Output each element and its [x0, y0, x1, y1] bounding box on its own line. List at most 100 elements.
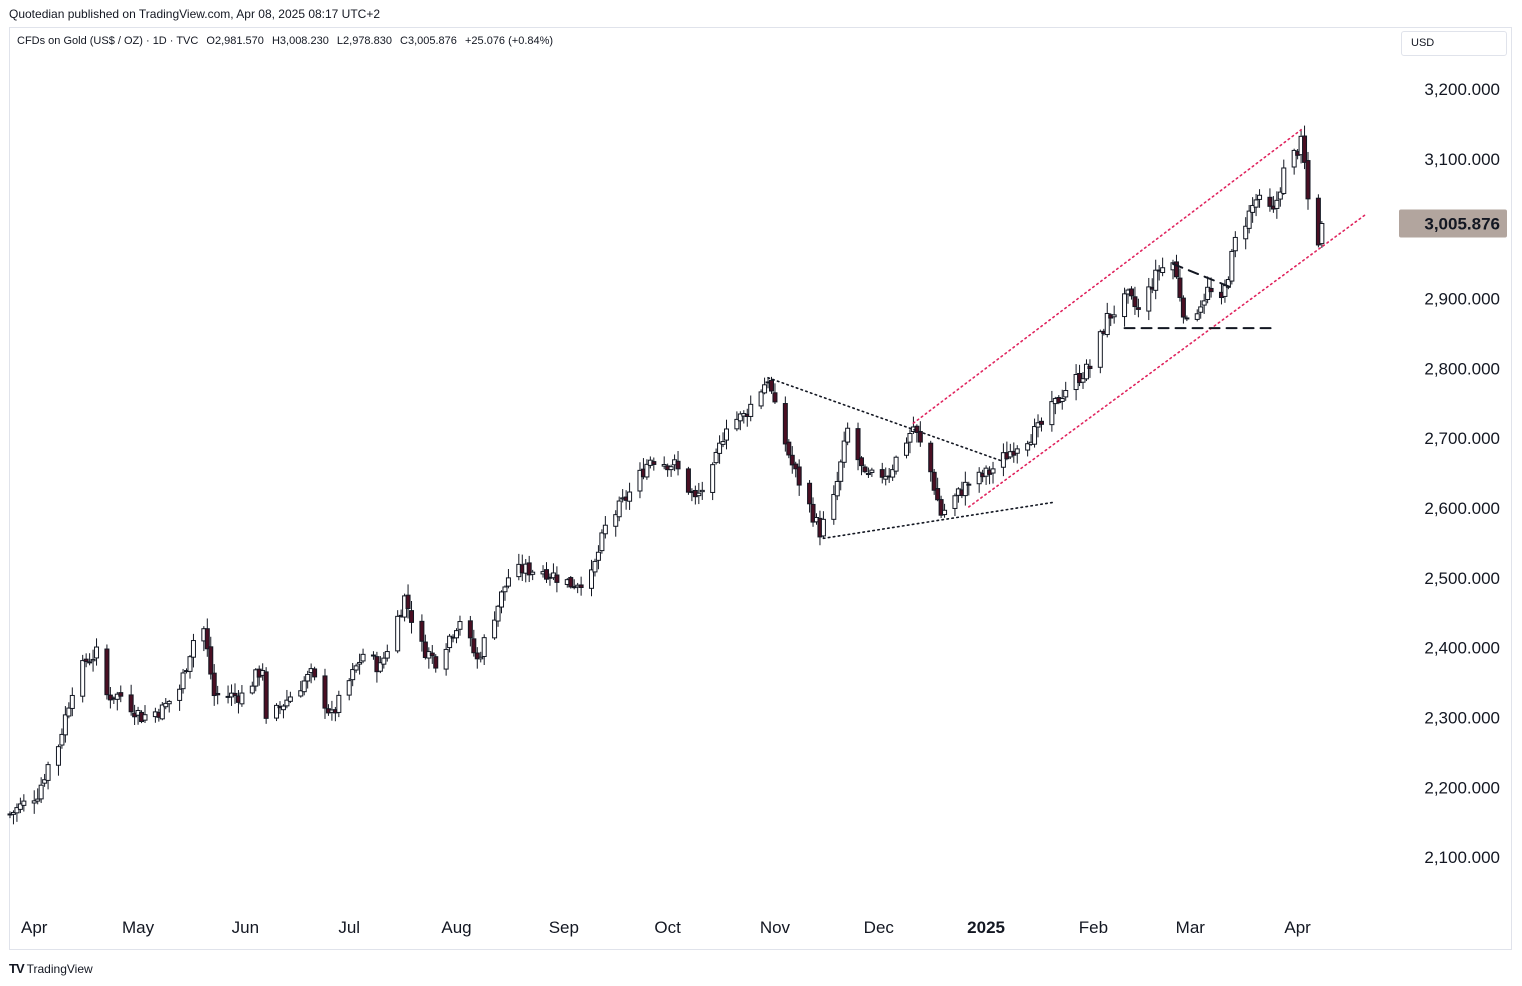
candle-body-down — [578, 584, 584, 588]
candle-body-down — [810, 503, 816, 523]
candle-body-down — [204, 628, 210, 650]
candle-body-up — [1153, 269, 1159, 291]
candle — [661, 456, 667, 470]
candle-body-up — [1035, 422, 1041, 428]
candle — [1104, 302, 1110, 338]
candle — [21, 794, 27, 812]
candle — [1315, 194, 1321, 248]
candle-body-up — [1097, 331, 1103, 368]
time-tick-label: May — [122, 918, 155, 937]
candle-body-down — [685, 468, 691, 493]
candle-body-up — [35, 798, 41, 802]
candle — [616, 496, 622, 522]
candle-body-down — [554, 574, 560, 583]
candle-body-up — [1257, 194, 1263, 200]
candle-body-down — [263, 671, 269, 719]
candle-body-up — [1198, 306, 1204, 313]
candle-body-up — [346, 680, 352, 696]
candle-body-up — [14, 807, 20, 814]
candle — [990, 461, 996, 484]
candle-body-up — [869, 469, 875, 473]
candle — [734, 411, 740, 432]
candle-body-up — [94, 646, 100, 659]
candle — [59, 728, 65, 749]
candle — [966, 481, 972, 496]
candle — [599, 529, 605, 554]
candle — [1208, 277, 1214, 298]
candle-body-up — [710, 464, 716, 493]
candle-body-down — [322, 675, 328, 709]
candle-body-up — [737, 413, 743, 422]
time-tick-label: Feb — [1079, 918, 1108, 937]
candle — [499, 590, 505, 614]
candle — [644, 459, 650, 480]
candle-body-down — [935, 488, 941, 501]
candle-body-up — [976, 471, 982, 485]
candle — [820, 511, 826, 539]
candle-body-up — [1274, 199, 1280, 209]
dashed-trend-line[interactable] — [1172, 262, 1237, 291]
candle — [1077, 364, 1083, 387]
candle-body-up — [990, 468, 996, 474]
candle-body-up — [253, 669, 259, 687]
candle — [114, 691, 120, 711]
dotted-trend-line[interactable] — [912, 129, 1302, 424]
candle — [685, 466, 691, 495]
candle-body-up — [762, 384, 768, 394]
candle — [163, 698, 169, 710]
candle — [370, 651, 376, 660]
candle-body-up — [454, 630, 460, 639]
candle — [526, 555, 532, 583]
dotted-trend-line[interactable] — [822, 501, 1057, 540]
candle-body-down — [782, 403, 788, 445]
candle — [807, 480, 813, 513]
candle-body-up — [395, 615, 401, 652]
candle-body-up — [502, 586, 508, 593]
dotted-trend-line[interactable] — [967, 212, 1368, 508]
candle-body-up — [249, 685, 255, 694]
candle-body-up — [1281, 167, 1287, 194]
candle — [1184, 315, 1190, 322]
candle — [305, 670, 311, 689]
candle — [855, 422, 861, 471]
candle — [502, 585, 508, 601]
candle — [274, 703, 280, 722]
candle-body-up — [699, 489, 705, 493]
currency-button[interactable]: USD — [1401, 31, 1507, 56]
candle — [177, 684, 183, 711]
candle — [1291, 148, 1297, 175]
candle — [917, 421, 923, 447]
candle-body-down — [1077, 372, 1083, 384]
candle-body-up — [55, 746, 61, 766]
candle — [31, 790, 37, 814]
candle-body-up — [10, 811, 16, 815]
candle — [14, 803, 20, 822]
candle — [713, 448, 719, 465]
candle — [938, 495, 944, 519]
symbol-name[interactable]: CFDs on Gold (US$ / OZ) · 1D · TVC — [17, 35, 199, 47]
dotted-trend-line[interactable] — [767, 376, 1005, 463]
candle — [1004, 441, 1010, 461]
candle-body-down — [422, 641, 428, 658]
candle — [301, 676, 307, 696]
footer-brand[interactable]: TradingView — [26, 961, 93, 976]
candle-body-down — [1305, 160, 1311, 200]
candle — [834, 471, 840, 501]
candle — [879, 462, 885, 484]
candle — [1177, 268, 1183, 302]
candle-body-up — [595, 551, 601, 561]
candle — [942, 503, 948, 518]
candle-body-down — [83, 658, 89, 663]
candle — [810, 497, 816, 527]
candle-body-up — [284, 699, 290, 707]
candle-body-up — [69, 694, 75, 709]
candle — [935, 477, 941, 502]
candle-body-up — [1014, 448, 1020, 454]
candle — [931, 469, 937, 495]
candle-body-up — [190, 640, 196, 658]
candle — [166, 699, 172, 713]
candle-body-down — [879, 469, 885, 478]
candle — [1305, 151, 1311, 210]
candle — [1246, 205, 1252, 234]
